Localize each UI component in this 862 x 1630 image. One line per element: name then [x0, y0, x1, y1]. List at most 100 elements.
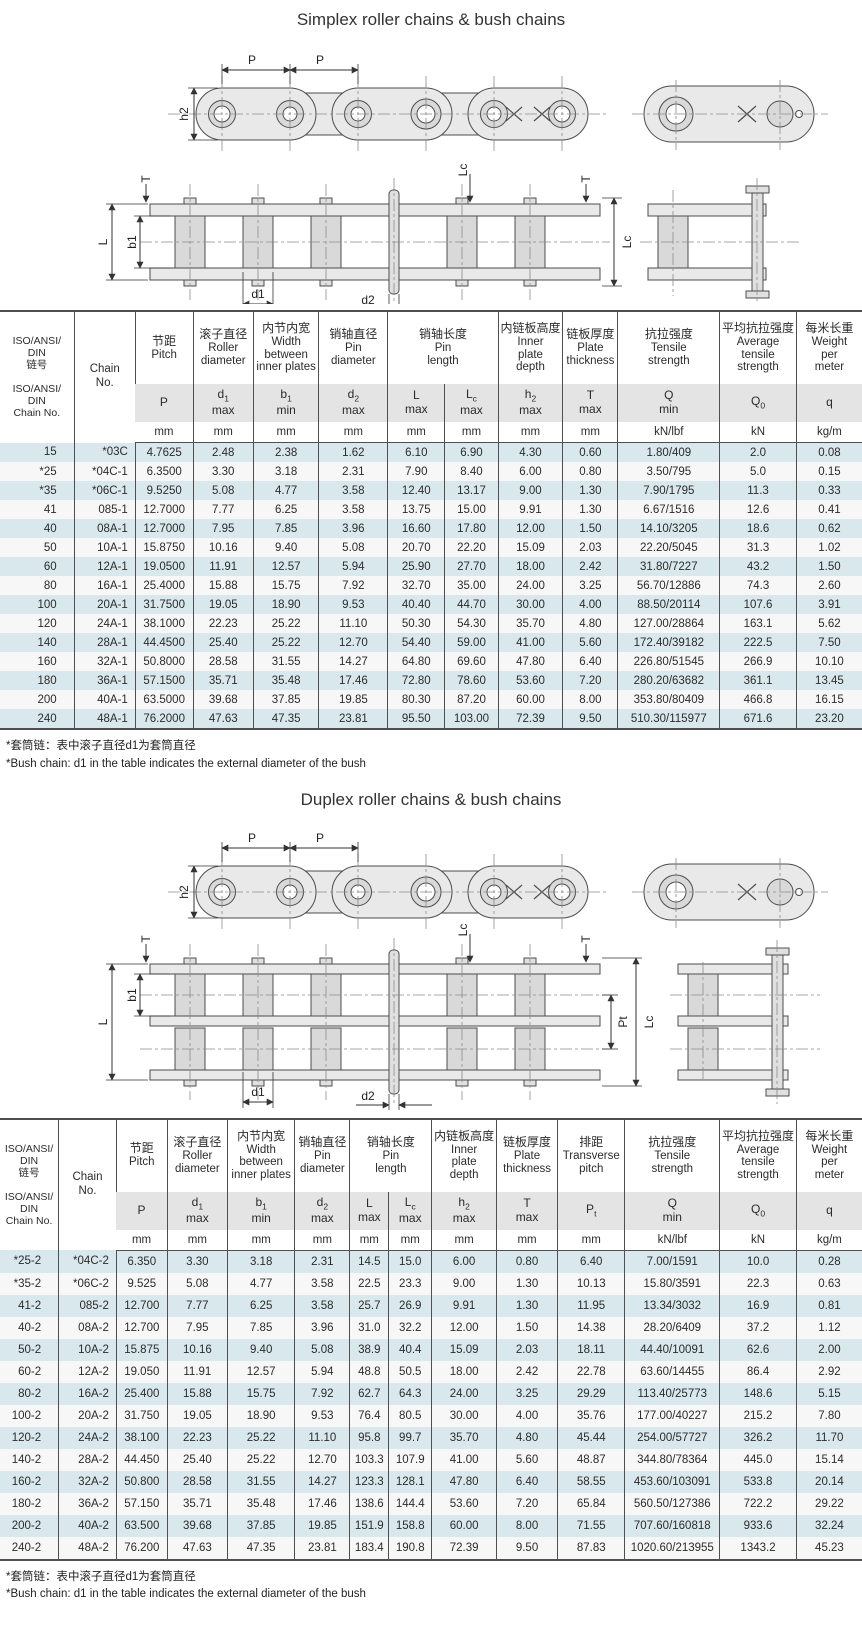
- table-cell: 15: [43, 446, 57, 459]
- table-cell: 9.91: [497, 500, 563, 519]
- table-cell: 12.00: [497, 519, 563, 538]
- dim-label-b1: b1: [125, 235, 139, 249]
- table-cell: 22.23: [166, 1426, 228, 1449]
- table-cell: 5.94: [318, 557, 388, 576]
- table-cell: 19.05: [192, 595, 254, 614]
- table-cell: 180: [37, 674, 57, 687]
- table-cell: 722.2: [719, 1492, 797, 1515]
- table-cell: 45.23: [795, 1536, 862, 1560]
- table-cell: 63.500: [115, 1514, 168, 1537]
- table-cell: 163.1: [719, 614, 797, 633]
- table-cell: 44.40/10091: [624, 1338, 720, 1361]
- table-cell: 17.80: [444, 519, 499, 538]
- unit-cell: kN/lbf: [624, 1229, 720, 1251]
- table-cell: 27.70: [444, 557, 499, 576]
- table-cell: 37.85: [252, 690, 319, 709]
- column-header: 排距 Transverse pitch: [557, 1118, 625, 1192]
- table-cell: 18.90: [227, 1404, 295, 1427]
- unit-cell: mm: [562, 422, 618, 443]
- table-cell: 4.77: [252, 481, 319, 500]
- table-cell: 31.55: [252, 652, 319, 671]
- table-cell: 10A-1: [73, 538, 136, 557]
- table-row: 80-2 16A-2 25.400 15.88 15.75 7.92 62.7 64.3 24.…: [0, 1382, 862, 1405]
- dim-label-d1: d1: [251, 1085, 265, 1099]
- column-header: 内链板高度 Inner plate depth: [497, 311, 563, 384]
- dim-label-p: P: [248, 53, 256, 67]
- table-cell: 15.09: [497, 538, 563, 557]
- note-en: *Bush chain: d1 in the table indicates t…: [6, 1588, 366, 1601]
- table-cell: 15.09: [431, 1338, 497, 1361]
- table-cell: 933.6: [719, 1514, 797, 1537]
- table-cell: 344.80/78364: [624, 1448, 720, 1471]
- table-cell: 10A-2: [58, 1338, 117, 1361]
- table-cell: 71.55: [557, 1514, 625, 1537]
- table-cell: 15.75: [227, 1382, 295, 1405]
- table-cell: 72.39: [431, 1536, 497, 1560]
- table-cell: 2.48: [192, 442, 254, 462]
- table-cell: 23.81: [318, 709, 388, 729]
- chain-no-header: Chain No.: [58, 1118, 117, 1251]
- unit-cell: mm: [166, 1229, 228, 1251]
- table-cell: 120-2: [11, 1431, 42, 1444]
- table-cell: 31.0: [349, 1316, 389, 1339]
- header-row-names: ISO/ANSI/ DIN 链号 ISO/ANSI/ DIN Chain No. C…: [0, 311, 862, 443]
- symbol-cell: P: [116, 1191, 168, 1230]
- iso-chain-no-en: ISO/ANSI/ DIN Chain No.: [4, 1190, 54, 1227]
- table-cell: 25.40: [192, 633, 254, 652]
- column-name-en: Pitch: [151, 348, 177, 361]
- table-cell: 63.5000: [134, 690, 194, 709]
- table-cell: 59.00: [444, 633, 499, 652]
- table-cell: 47.63: [166, 1536, 228, 1560]
- table-cell: 80.30: [387, 690, 445, 709]
- table-cell: 9.50: [495, 1536, 558, 1560]
- table-cell: 28A-1: [73, 633, 136, 652]
- symbol-cell: Pt: [557, 1191, 625, 1230]
- table-cell: 226.80/51545: [617, 652, 720, 671]
- table-row: 160-2 32A-2 50.800 28.58 31.55 14.27 123.3 128.…: [0, 1470, 862, 1493]
- table-cell: 3.18: [252, 462, 319, 481]
- unit-cell: kN/lbf: [617, 422, 720, 443]
- table-cell: 47.80: [431, 1470, 497, 1493]
- table-cell: *04C-2: [58, 1250, 117, 1273]
- table-cell: 37.85: [227, 1514, 295, 1537]
- dim-label-h2: h2: [177, 885, 191, 899]
- table-cell: 0.63: [795, 1272, 862, 1295]
- table-cell: 10.0: [719, 1250, 797, 1273]
- table-cell: 14.5: [349, 1250, 389, 1273]
- table-cell: 15.88: [192, 576, 254, 595]
- table-cell: 3.25: [495, 1382, 558, 1405]
- dim-label-d2: d2: [361, 1089, 375, 1103]
- table-cell: 1.30: [495, 1294, 558, 1317]
- table-cell: 12.57: [227, 1360, 295, 1383]
- table-cell: 40.4: [388, 1338, 432, 1361]
- table-cell: 123.3: [349, 1470, 389, 1493]
- table-cell: 326.2: [719, 1426, 797, 1449]
- unit-cell: mm: [431, 1229, 497, 1251]
- table-cell: 6.40: [557, 1250, 625, 1273]
- table-cell: 1.50: [795, 557, 862, 576]
- table-cell: 12A-1: [73, 557, 136, 576]
- table-cell: 100: [37, 598, 57, 611]
- simplex-top-view: P P h2: [168, 53, 606, 152]
- table-cell: 144.4: [388, 1492, 432, 1515]
- simplex-spec-table: ISO/ANSI/ DIN 链号 ISO/ANSI/ DIN Chain No. C…: [0, 310, 862, 730]
- table-cell: 7.95: [192, 519, 254, 538]
- table-cell: 5.15: [795, 1382, 862, 1405]
- duplex-connecting-link-side: [670, 939, 820, 1104]
- table-cell: 18.90: [252, 595, 319, 614]
- table-cell: 13.17: [444, 481, 499, 500]
- table-cell: 151.9: [349, 1514, 389, 1537]
- column-name-en: Pitch: [128, 1156, 155, 1169]
- table-cell: 19.050: [115, 1360, 168, 1383]
- dim-label-t: T: [139, 175, 153, 183]
- table-cell: 1.50: [562, 519, 618, 538]
- table-cell: 19.05: [166, 1404, 228, 1427]
- table-cell: 19.85: [294, 1514, 350, 1537]
- table-cell: 22.3: [719, 1272, 797, 1295]
- column-name-en: Pin length: [375, 1149, 407, 1175]
- column-name-en: Average tensile strength: [736, 1143, 780, 1181]
- table-cell: 140: [37, 636, 57, 649]
- table-cell: 7.92: [294, 1382, 350, 1405]
- table-cell: 12.00: [431, 1316, 497, 1339]
